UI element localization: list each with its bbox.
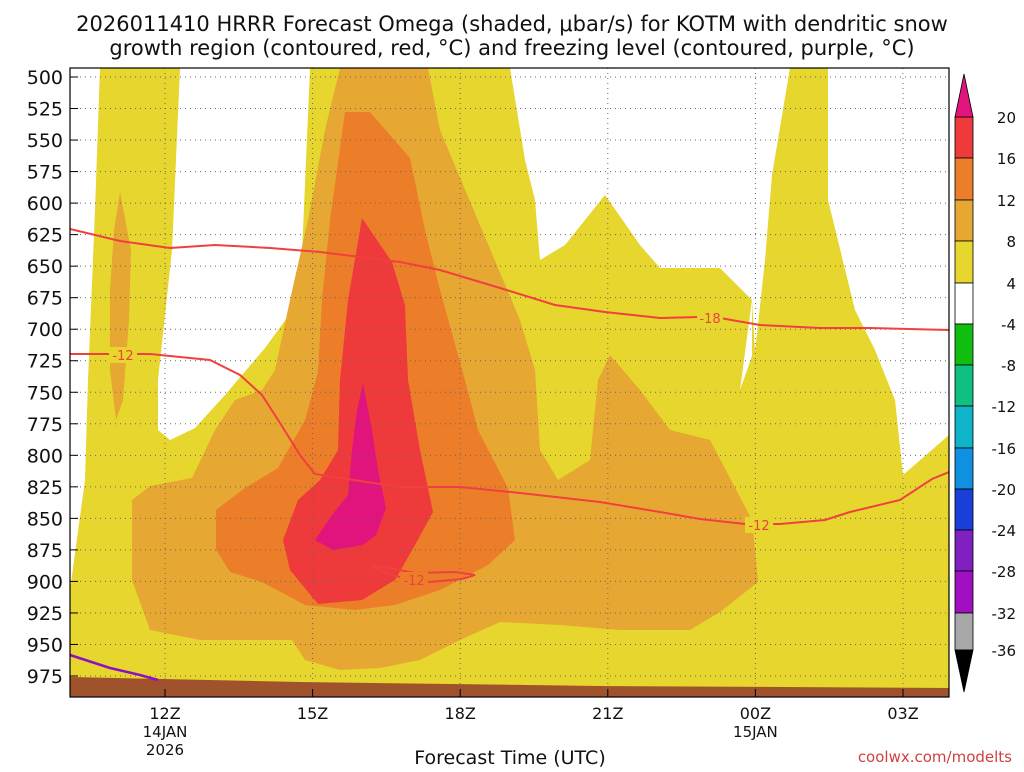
colorbar-over-arrow (954, 73, 974, 118)
x-tick-label: 00Z (740, 704, 771, 723)
colorbar-label: -8 (1001, 357, 1016, 375)
colorbar: 20 16 12 8 4 -4 -8 -12 -16 -20 -24 -28 -32 -36 (954, 73, 1017, 693)
colorbar-segment (954, 323, 974, 366)
x-tick-label: 21Z (592, 704, 623, 723)
y-tick-label: 650 (27, 256, 63, 278)
y-tick-label: 675 (27, 288, 63, 310)
plot-frame (69, 67, 950, 698)
colorbar-label: -4 (1001, 316, 1016, 334)
colorbar-under-arrow (954, 649, 974, 693)
y-tick-label: 550 (27, 130, 63, 152)
contour-label-upper: -18 (697, 310, 723, 327)
colorbar-label: -32 (992, 605, 1017, 623)
y-tick-label: 500 (27, 67, 63, 89)
colorbar-label: -28 (992, 563, 1017, 581)
y-tick-label: 850 (27, 508, 63, 530)
y-tick-label: 900 (27, 571, 63, 593)
x-tick-label: 15Z (297, 704, 328, 723)
contour-label-text: -12 (403, 574, 424, 589)
x-tick-date: 14JAN (143, 723, 188, 741)
y-tick-label: 775 (27, 414, 63, 436)
x-tick-year: 2026 (146, 741, 184, 759)
colorbar-label: -24 (992, 522, 1017, 540)
freezing-level-contour (70, 653, 159, 682)
colorbar-segment (954, 282, 974, 325)
terrain-below-ground (70, 677, 949, 697)
credit-text: coolwx.com/modelts (858, 748, 1012, 766)
colorbar-segment (954, 240, 974, 284)
colorbar-segment (954, 447, 974, 490)
contour-label-text: -12 (748, 519, 769, 534)
omega-shade-over-20 (315, 384, 386, 550)
x-tick-label: 03Z (887, 704, 918, 723)
colorbar-label: -36 (992, 642, 1017, 660)
colorbar-segment (954, 405, 974, 449)
colorbar-segment (954, 488, 974, 531)
contour-label-lower-left: -12 (109, 347, 137, 364)
y-tick-label: 525 (27, 99, 63, 121)
y-tick-label: 750 (27, 382, 63, 404)
y-tick-label: 975 (27, 666, 63, 688)
colorbar-label: -20 (992, 481, 1017, 499)
y-axis: 500 525 550 575 600 625 650 675 700 725 750 775 800 8… (27, 67, 78, 688)
x-tick-label: 18Z (445, 704, 476, 723)
colorbar-label: 16 (997, 150, 1016, 168)
colorbar-label: -12 (992, 398, 1017, 416)
y-tick-label: 950 (27, 634, 63, 656)
dendritic-lower-isotherm-contour (70, 353, 949, 525)
y-tick-label: 600 (27, 193, 63, 215)
contour-label-lower-right: -12 (745, 517, 773, 534)
colorbar-segment (954, 116, 974, 159)
y-tick-label: 875 (27, 540, 63, 562)
x-tick-date: 15JAN (733, 723, 778, 741)
colorbar-segment (954, 157, 974, 201)
y-tick-label: 625 (27, 225, 63, 247)
contour-label-text: -12 (112, 349, 133, 364)
contour-label-low: -12 (400, 572, 428, 589)
x-tick-label: 12Z (149, 704, 180, 723)
colorbar-label: -16 (992, 440, 1017, 458)
y-tick-label: 725 (27, 351, 63, 373)
y-tick-label: 800 (27, 445, 63, 467)
colorbar-segment (954, 199, 974, 242)
x-axis-label: Forecast Time (UTC) (414, 747, 605, 768)
y-tick-label: 575 (27, 162, 63, 184)
y-tick-label: 825 (27, 477, 63, 499)
dendritic-upper-isotherm-contour (70, 228, 949, 331)
colorbar-label: 12 (997, 192, 1016, 210)
contour-label-text: -18 (699, 312, 720, 327)
y-tick-label: 925 (27, 603, 63, 625)
colorbar-segment (954, 612, 974, 651)
colorbar-segment (954, 529, 974, 572)
chart-title-line-2: growth region (contoured, red, °C) and f… (109, 36, 914, 60)
colorbar-label: 8 (1006, 233, 1016, 251)
colorbar-segment (954, 570, 974, 614)
y-tick-label: 700 (27, 319, 63, 341)
chart-title-line-1: 2026011410 HRRR Forecast Omega (shaded, … (76, 12, 948, 36)
colorbar-segment (954, 364, 974, 407)
colorbar-label: 4 (1006, 275, 1016, 293)
colorbar-label: 20 (997, 109, 1016, 127)
plot-area: -18 -12 -12 -12 (70, 68, 949, 697)
